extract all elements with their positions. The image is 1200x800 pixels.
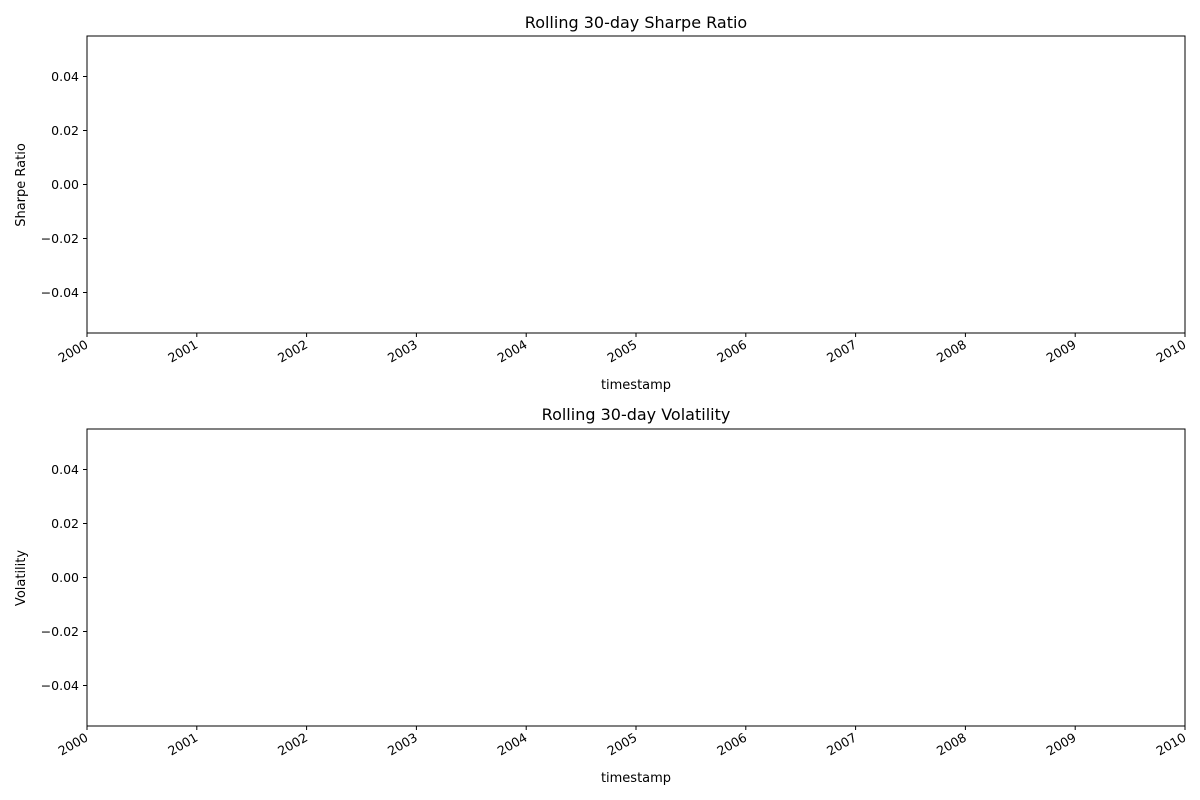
x-tick-label: 2005 [604,730,639,759]
x-tick-label: 2004 [495,337,530,366]
y-axis-label: Volatility [14,550,29,606]
x-tick-label: 2009 [1044,337,1079,366]
x-tick-label: 2000 [55,337,90,366]
x-tick-label: 2004 [495,730,530,759]
chart-title: Rolling 30-day Volatility [542,405,731,424]
x-tick-label: 2006 [714,337,749,366]
y-tick-label: −0.04 [41,285,79,300]
y-tick-label: 0.00 [51,177,79,192]
y-axis: −0.04 −0.02 0.00 0.02 0.04 [41,462,87,693]
y-axis-label: Sharpe Ratio [14,143,29,227]
x-tick-label: 2008 [934,730,969,759]
x-tick-label: 2005 [604,337,639,366]
y-tick-label: −0.02 [41,624,79,639]
x-axis-label: timestamp [601,771,671,786]
x-axis: 2000 2001 2002 2003 2004 2005 2006 2007 2008 2009… [55,333,1189,366]
y-tick-label: 0.04 [51,69,79,84]
x-tick-label: 2002 [275,730,310,759]
x-tick-label: 2001 [165,730,200,759]
y-tick-label: −0.04 [41,678,79,693]
x-axis: 2000 2001 2002 2003 2004 2005 2006 2007 2008 2009… [55,726,1189,759]
plot-area [86,428,1186,727]
x-tick-label: 2003 [385,337,420,366]
y-tick-label: 0.02 [51,516,79,531]
x-tick-label: 2009 [1044,730,1079,759]
volatility-chart: Rolling 30-day Volatility −0.04 −0.02 0.00… [14,405,1189,786]
y-tick-label: −0.02 [41,231,79,246]
x-tick-label: 2002 [275,337,310,366]
x-tick-label: 2008 [934,337,969,366]
x-tick-label: 2001 [165,337,200,366]
y-tick-label: 0.00 [51,570,79,585]
y-axis: −0.04 −0.02 0.00 0.02 0.04 [41,69,87,300]
chart-title: Rolling 30-day Sharpe Ratio [525,13,747,32]
plot-area [86,35,1186,334]
y-tick-label: 0.02 [51,123,79,138]
x-tick-label: 2010 [1153,730,1188,759]
x-tick-label: 2007 [824,337,859,366]
x-axis-label: timestamp [601,378,671,393]
x-tick-label: 2003 [385,730,420,759]
sharpe-ratio-chart: Rolling 30-day Sharpe Ratio −0.04 −0.02 0.… [14,13,1189,393]
x-tick-label: 2007 [824,730,859,759]
x-tick-label: 2006 [714,730,749,759]
x-tick-label: 2010 [1153,337,1188,366]
x-tick-label: 2000 [55,730,90,759]
y-tick-label: 0.04 [51,462,79,477]
